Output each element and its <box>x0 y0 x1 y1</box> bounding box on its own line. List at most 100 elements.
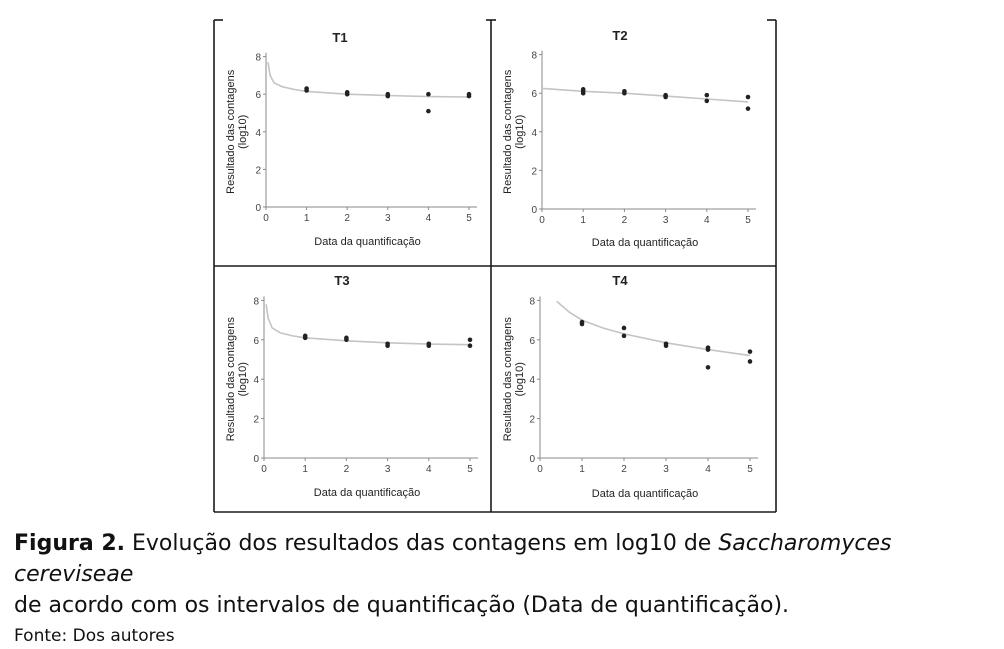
t2-data-point <box>704 98 710 104</box>
t1-data-point <box>304 86 309 91</box>
t1-y-label-line-1: Resultado das contagens <box>225 69 237 194</box>
t2-data-point <box>580 88 586 94</box>
caption-line-1: Figura 2. Evolução dos resultados das co… <box>14 528 994 590</box>
t1-trend-line <box>267 62 470 98</box>
t1-y-tick-label: 6 <box>255 90 261 101</box>
chart-t2: 0 2 4 6 8 0 1 2 3 4 5 T2 Data da quantificação Result… <box>502 28 756 249</box>
t1-y-label-line-2: (log10) <box>237 115 249 149</box>
t2-x-tick-label: 3 <box>663 215 669 226</box>
t4-y-tick-label: 8 <box>529 296 535 307</box>
t4-y-tick-label: 4 <box>529 375 535 386</box>
t4-data-point <box>663 343 669 349</box>
t2-x-tick-label: 1 <box>580 215 586 226</box>
t4-x-tick-label: 0 <box>537 464 543 475</box>
t1-y-tick-label: 0 <box>255 203 261 214</box>
t4-data-point <box>705 365 711 370</box>
t2-y-tick-label: 2 <box>531 166 537 177</box>
t2-x-label: Data da quantificação <box>592 237 698 249</box>
t3-x-tick-label: 0 <box>261 464 267 475</box>
t1-data-point <box>426 108 431 114</box>
t2-title: T2 <box>612 28 627 43</box>
t4-data-point <box>621 325 627 331</box>
chart-t1: 0 2 4 6 8 0 1 2 3 4 5 T1 Data da quantificação Result… <box>225 30 477 248</box>
t1-x-tick-label: 0 <box>263 213 269 224</box>
t2-x-tick-label: 0 <box>539 215 545 226</box>
t1-y-tick-label: 8 <box>255 53 261 64</box>
t2-y-label: Resultado das contagens(log10) <box>502 69 526 194</box>
t1-x-tick-label: 3 <box>385 213 391 224</box>
t4-x-tick-label: 2 <box>621 464 627 475</box>
t4-x-tick-label: 4 <box>705 464 711 475</box>
figure-panels: 0 2 4 6 8 0 1 2 3 4 5 T1 Data da quantificação Result… <box>213 19 777 513</box>
t3-x-tick-label: 5 <box>467 464 473 475</box>
t3-data-point <box>426 343 432 349</box>
t3-data-point <box>467 337 473 343</box>
t1-y-tick-label: 2 <box>255 165 261 176</box>
caption-text-before: Evolução dos resultados das contagens em… <box>125 531 719 556</box>
t3-y-tick-label: 4 <box>253 375 259 386</box>
t1-x-tick-label: 1 <box>304 213 310 224</box>
t2-trend-line <box>541 87 749 103</box>
t4-y-tick-label: 6 <box>529 336 535 347</box>
t2-x-tick-label: 2 <box>622 215 628 226</box>
t1-data-point <box>466 91 472 97</box>
t4-x-tick-label: 1 <box>579 464 585 475</box>
t3-data-point <box>385 343 390 349</box>
caption-label: Figura 2. <box>14 531 125 556</box>
t3-data-point <box>302 333 308 339</box>
t2-y-tick-label: 0 <box>531 205 537 216</box>
t4-x-tick-label: 3 <box>663 464 669 475</box>
t1-x-tick-label: 5 <box>466 213 472 224</box>
caption-source: Fonte: Dos autores <box>14 626 175 646</box>
t3-x-label: Data da quantificação <box>314 487 420 499</box>
t3-trend-line <box>265 304 471 346</box>
t2-data-point <box>622 90 627 96</box>
t1-x-tick-label: 2 <box>344 213 350 224</box>
t2-y-tick-label: 8 <box>531 51 537 62</box>
t4-data-point <box>747 349 753 354</box>
t1-data-point <box>385 91 391 97</box>
t3-x-tick-label: 3 <box>385 464 391 475</box>
t4-data-point <box>621 333 627 339</box>
t3-y-tick-label: 2 <box>253 415 259 426</box>
chart-t3: 0 2 4 6 8 0 1 2 3 4 5 T3 Data da quantificação Result… <box>225 273 478 499</box>
t4-y-label-line-2: (log10) <box>514 362 526 396</box>
t4-y-tick-label: 2 <box>529 415 535 426</box>
t4-data-point <box>705 347 711 352</box>
t3-data-point <box>344 335 349 341</box>
t3-y-label: Resultado das contagens(log10) <box>225 317 249 442</box>
t3-y-label-line-1: Resultado das contagens <box>225 317 237 442</box>
t1-data-point <box>344 91 350 97</box>
t2-y-label-line-2: (log10) <box>514 115 526 149</box>
t4-x-tick-label: 5 <box>747 464 753 475</box>
t3-x-tick-label: 1 <box>302 464 308 475</box>
t3-y-label-line-2: (log10) <box>237 362 249 396</box>
t4-data-point <box>747 359 753 364</box>
t1-title: T1 <box>332 30 347 45</box>
figure-caption: Figura 2. Evolução dos resultados das co… <box>14 528 994 649</box>
caption-line-2: de acordo com os intervalos de quantific… <box>14 593 790 618</box>
t4-x-label: Data da quantificação <box>592 488 698 500</box>
t2-data-point <box>745 94 751 100</box>
t3-y-tick-label: 8 <box>253 296 259 307</box>
t4-data-point <box>579 321 585 327</box>
t2-y-label-line-1: Resultado das contagens <box>502 69 514 194</box>
t2-data-point <box>704 92 710 98</box>
t2-y-tick-label: 4 <box>531 128 537 139</box>
t1-data-point <box>426 91 431 97</box>
t4-y-label-line-1: Resultado das contagens <box>502 317 514 442</box>
t1-y-label: Resultado das contagens(log10) <box>225 69 249 194</box>
t3-y-tick-label: 6 <box>253 336 259 347</box>
t4-y-tick-label: 0 <box>529 454 535 465</box>
t3-data-point <box>467 343 473 349</box>
t3-x-tick-label: 2 <box>344 464 350 475</box>
t1-x-label: Data da quantificação <box>314 236 420 248</box>
t4-trend-line <box>556 300 751 357</box>
t3-y-tick-label: 0 <box>253 454 259 465</box>
caption-species: Saccharomyces cereviseae <box>14 531 892 587</box>
t3-title: T3 <box>334 273 349 288</box>
t1-y-tick-label: 4 <box>255 128 261 139</box>
t4-y-label: Resultado das contagens(log10) <box>502 317 526 442</box>
t2-data-point <box>745 106 751 111</box>
t1-x-tick-label: 4 <box>426 213 432 224</box>
